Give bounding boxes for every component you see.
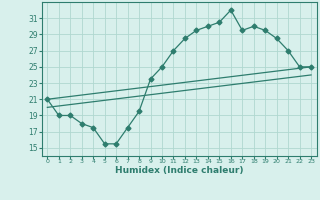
- X-axis label: Humidex (Indice chaleur): Humidex (Indice chaleur): [115, 166, 244, 175]
